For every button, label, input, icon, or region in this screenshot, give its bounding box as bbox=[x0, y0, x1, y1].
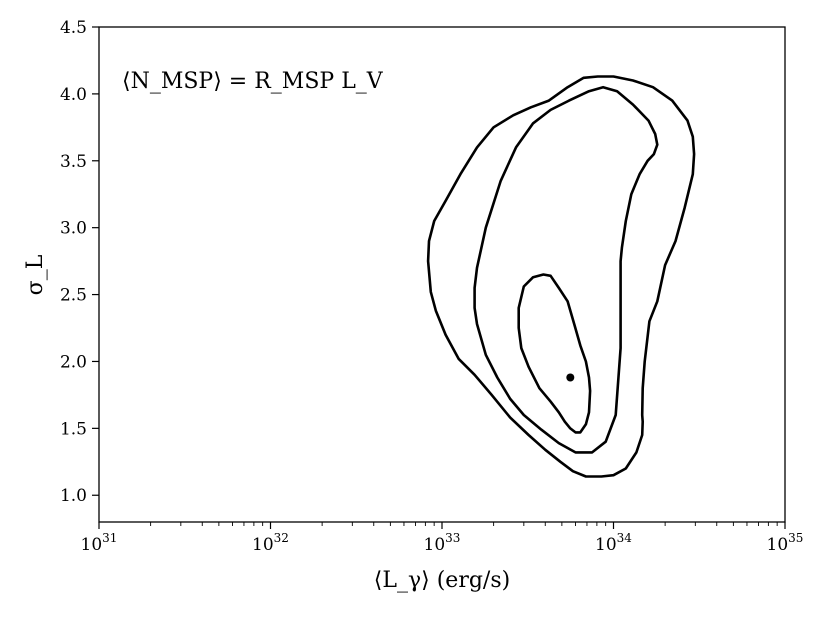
x-tick-label: 1033 bbox=[424, 531, 461, 555]
x-tick-label: 1035 bbox=[767, 531, 804, 555]
y-tick-label: 4.5 bbox=[60, 18, 87, 38]
contour-line-3 bbox=[426, 75, 696, 478]
y-tick-label: 3.5 bbox=[60, 152, 87, 172]
y-tick-label: 2.5 bbox=[60, 286, 87, 306]
y-tick-label: 1.0 bbox=[60, 486, 87, 506]
best-fit-point bbox=[566, 373, 575, 382]
y-tick-label: 4.0 bbox=[60, 85, 87, 105]
y-tick-label: 3.0 bbox=[60, 219, 87, 239]
y-axis-ticks: 1.0 1.5 2.0 2.5 3.0 3.5 4.0 4.5 bbox=[60, 18, 99, 506]
x-tick-label: 1034 bbox=[595, 531, 632, 555]
contour-line-1 bbox=[517, 273, 592, 434]
plot-area bbox=[426, 75, 696, 478]
x-axis-label: ⟨L_γ⟩ (erg/s) bbox=[374, 568, 510, 593]
annotation-text: ⟨N_MSP⟩ = R_MSP L_V bbox=[122, 69, 384, 94]
contour-line-2 bbox=[473, 85, 659, 454]
x-tick-label: 1032 bbox=[252, 531, 289, 555]
y-axis-label: σ_L bbox=[23, 254, 48, 295]
y-tick-label: 2.0 bbox=[60, 352, 87, 372]
x-tick-label: 1031 bbox=[81, 531, 118, 555]
y-tick-label: 1.5 bbox=[60, 419, 87, 439]
plot-frame bbox=[98, 26, 786, 523]
x-axis-ticks: 1031 1032 1033 1034 1035 bbox=[81, 522, 804, 555]
